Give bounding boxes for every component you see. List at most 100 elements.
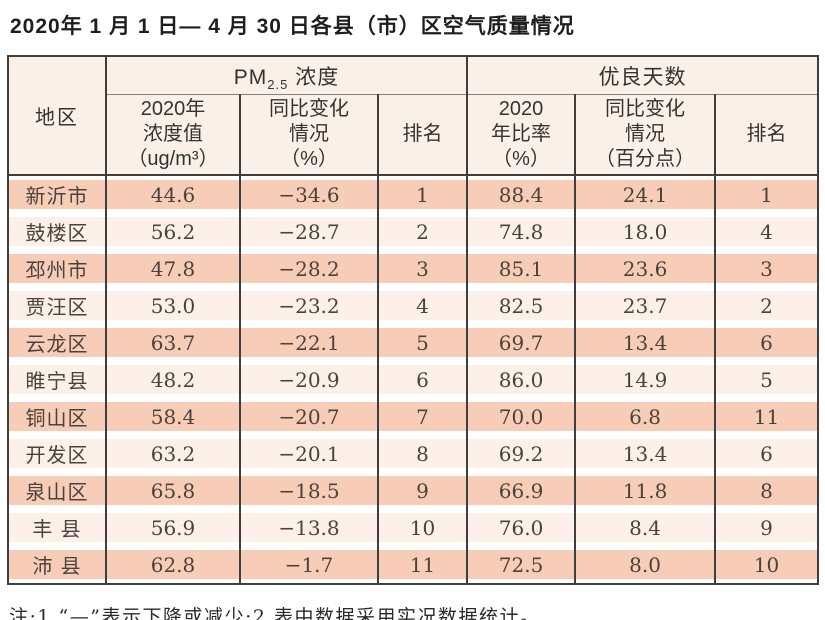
pm-yoy-cell: −28.2	[239, 250, 378, 287]
days-ratio-cell: 70.0	[466, 398, 576, 435]
table-row: 开发区 63.2 −20.1 8 69.2 13.4 6	[8, 435, 819, 472]
pm-yoy-cell: −20.7	[239, 398, 378, 435]
days-rank-cell: 6	[714, 324, 819, 361]
pm-value-cell: 63.7	[105, 324, 240, 361]
pm-yoy-cell: −28.7	[239, 213, 378, 250]
header-line: （%）	[280, 148, 338, 170]
pm-yoy-cell: −18.5	[239, 472, 378, 509]
pm-value-cell: 47.8	[105, 250, 240, 287]
pm-yoy-cell: −22.1	[239, 324, 378, 361]
header-pm-value: 2020年 浓度值 （ug/m³）	[106, 94, 240, 176]
pm-rank-cell: 9	[376, 472, 468, 509]
header-line: （ug/m³）	[127, 148, 219, 170]
header-days-yoy: 同比变化 情况 （百分点）	[574, 94, 716, 176]
pm-yoy-cell: −20.9	[239, 361, 378, 398]
days-rank-cell: 1	[714, 175, 819, 213]
header-pm-group: PM2.5 浓度	[106, 56, 469, 95]
pm-rank-cell: 5	[376, 324, 468, 361]
table-row: 云龙区 63.7 −22.1 5 69.7 13.4 6	[8, 324, 819, 361]
days-ratio-cell: 88.4	[466, 175, 576, 213]
table-row: 贾汪区 53.0 −23.2 4 82.5 23.7 2	[8, 287, 819, 324]
days-rank-cell: 10	[714, 546, 819, 584]
pm-value-cell: 44.6	[105, 175, 240, 213]
days-rank-cell: 8	[714, 472, 819, 509]
days-ratio-cell: 82.5	[466, 287, 576, 324]
pm-rank-cell: 6	[376, 361, 468, 398]
region-cell: 开发区	[8, 435, 106, 472]
header-line: 2020年	[140, 98, 206, 120]
region-cell: 邳州市	[8, 250, 106, 287]
days-ratio-cell: 69.7	[466, 324, 576, 361]
pm-rank-cell: 7	[376, 398, 468, 435]
days-rank-cell: 6	[714, 435, 819, 472]
header-line: （%）	[492, 148, 550, 170]
region-cell: 新沂市	[8, 175, 106, 213]
header-line: （百分点）	[595, 148, 696, 170]
header-pm-rank: 排名	[376, 94, 468, 176]
table-header: 地区 PM2.5 浓度 优良天数 2020年 浓度值 （ug/m³） 同比变化 …	[8, 56, 819, 176]
pm-value-cell: 53.0	[105, 287, 240, 324]
header-line: 情况	[289, 123, 329, 145]
pm-value-cell: 58.4	[105, 398, 240, 435]
group-header-row: 地区 PM2.5 浓度 优良天数	[8, 56, 819, 176]
region-cell: 鼓楼区	[8, 213, 106, 250]
pm-value-cell: 65.8	[105, 472, 240, 509]
header-days-ratio: 2020 年比率 （%）	[466, 94, 576, 176]
pm-yoy-cell: −13.8	[239, 509, 378, 546]
pm-rank-cell: 11	[376, 546, 468, 584]
pm-rank-cell: 10	[376, 509, 468, 546]
region-cell: 睢宁县	[8, 361, 106, 398]
pm-value-cell: 56.2	[105, 213, 240, 250]
table-row: 邳州市 47.8 −28.2 3 85.1 23.6 3	[8, 250, 819, 287]
table-row: 睢宁县 48.2 −20.9 6 86.0 14.9 5	[8, 361, 819, 398]
pm-yoy-cell: −20.1	[239, 435, 378, 472]
days-ratio-cell: 74.8	[466, 213, 576, 250]
table-row: 泉山区 65.8 −18.5 9 66.9 11.8 8	[8, 472, 819, 509]
days-yoy-cell: 13.4	[574, 435, 716, 472]
days-rank-cell: 4	[714, 213, 819, 250]
pm-rank-cell: 8	[376, 435, 468, 472]
header-line: 2020	[498, 98, 544, 120]
region-cell: 丰 县	[8, 509, 106, 546]
days-yoy-cell: 23.6	[574, 250, 716, 287]
region-cell: 云龙区	[8, 324, 106, 361]
region-cell: 铜山区	[8, 398, 106, 435]
days-yoy-cell: 11.8	[574, 472, 716, 509]
pm-value-cell: 62.8	[105, 546, 240, 584]
pm-value-cell: 56.9	[105, 509, 240, 546]
days-ratio-cell: 69.2	[466, 435, 576, 472]
pm-label-prefix: PM	[233, 65, 268, 89]
days-yoy-cell: 13.4	[574, 324, 716, 361]
footnote: 注:1.“—”表示下降或减少;2.表中数据采用实况数据统计。	[9, 606, 541, 620]
pm-value-cell: 48.2	[105, 361, 240, 398]
header-good-days-group: 优良天数	[467, 56, 819, 95]
days-yoy-cell: 8.4	[574, 509, 716, 546]
days-ratio-cell: 76.0	[466, 509, 576, 546]
pm-rank-cell: 1	[376, 175, 468, 213]
region-cell: 贾汪区	[8, 287, 106, 324]
region-cell: 泉山区	[8, 472, 106, 509]
region-cell: 沛 县	[8, 546, 106, 584]
pm-label-subscript: 2.5	[267, 76, 289, 92]
table-body: 新沂市 44.6 −34.6 1 88.4 24.1 1 鼓楼区 56.2 −2…	[8, 175, 819, 584]
table-row: 丰 县 56.9 −13.8 10 76.0 8.4 9	[8, 509, 819, 546]
header-region: 地区	[8, 56, 107, 176]
table-row: 铜山区 58.4 −20.7 7 70.0 6.8 11	[8, 398, 819, 435]
table-row: 新沂市 44.6 −34.6 1 88.4 24.1 1	[8, 175, 819, 213]
days-yoy-cell: 14.9	[574, 361, 716, 398]
header-days-rank: 排名	[714, 94, 819, 176]
pm-rank-cell: 2	[376, 213, 468, 250]
days-ratio-cell: 66.9	[466, 472, 576, 509]
pm-yoy-cell: −23.2	[239, 287, 378, 324]
days-rank-cell: 9	[714, 509, 819, 546]
table-row: 沛 县 62.8 −1.7 11 72.5 8.0 10	[8, 546, 819, 584]
days-rank-cell: 11	[714, 398, 819, 435]
air-quality-table: 地区 PM2.5 浓度 优良天数 2020年 浓度值 （ug/m³） 同比变化 …	[7, 55, 820, 585]
days-ratio-cell: 86.0	[466, 361, 576, 398]
days-yoy-cell: 6.8	[574, 398, 716, 435]
pm-rank-cell: 3	[376, 250, 468, 287]
days-yoy-cell: 8.0	[574, 546, 716, 584]
table-row: 鼓楼区 56.2 −28.7 2 74.8 18.0 4	[8, 213, 819, 250]
header-line: 年比率	[491, 123, 552, 145]
